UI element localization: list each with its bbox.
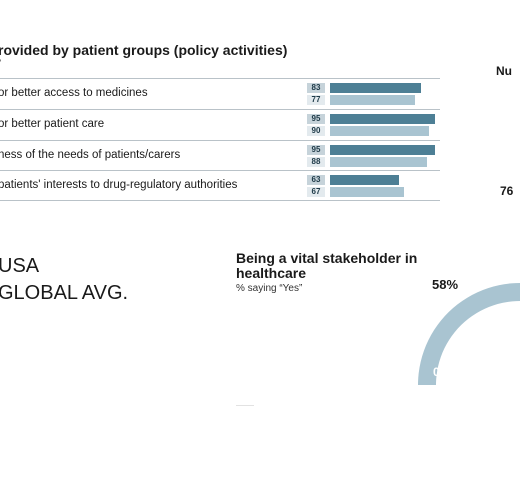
gauge-title: Being a vital stakeholder in healthcare [236, 250, 418, 281]
gauge-min-label: 0% [433, 365, 451, 379]
row-divider [0, 170, 440, 171]
category-label: patients' interests to drug-regulatory a… [0, 179, 238, 191]
global-bar [330, 187, 404, 197]
faint-divider [236, 405, 254, 406]
row-divider [0, 140, 440, 141]
row-divider [0, 200, 440, 201]
global-value-label: 88 [307, 157, 325, 167]
global-value-label: 67 [307, 187, 325, 197]
bar-chart-title: rovided by patient groups (policy activi… [0, 42, 288, 58]
right-panel-partial-number: 76 [500, 184, 514, 198]
global-value-label: 90 [307, 126, 325, 136]
bar-chart-subtitle-mark: " [0, 58, 1, 68]
global-bar [330, 95, 415, 105]
row-divider [0, 109, 440, 110]
usa-bar [330, 114, 435, 124]
category-label: or better access to medicines [0, 87, 148, 99]
usa-value-label: 83 [307, 83, 325, 93]
gauge-value-label: 58% [432, 277, 459, 292]
row-divider [0, 78, 440, 79]
gauge-subtitle: % saying “Yes” [236, 283, 303, 294]
usa-value-label: 63 [307, 175, 325, 185]
global-value-label: 77 [307, 95, 325, 105]
legend-usa: USA [0, 255, 40, 277]
usa-bar [330, 145, 435, 155]
global-bar [330, 157, 427, 167]
category-label: or better patient care [0, 118, 105, 130]
gauge-arc [418, 283, 520, 385]
category-label: ness of the needs of patients/carers [0, 149, 181, 161]
global-bar [330, 126, 429, 136]
usa-value-label: 95 [307, 114, 325, 124]
usa-bar [330, 83, 422, 93]
usa-bar [330, 175, 400, 185]
usa-value-label: 95 [307, 145, 325, 155]
legend-global-avg: GLOBAL AVG. [0, 282, 129, 304]
right-panel-partial-title: Nu [496, 64, 512, 78]
